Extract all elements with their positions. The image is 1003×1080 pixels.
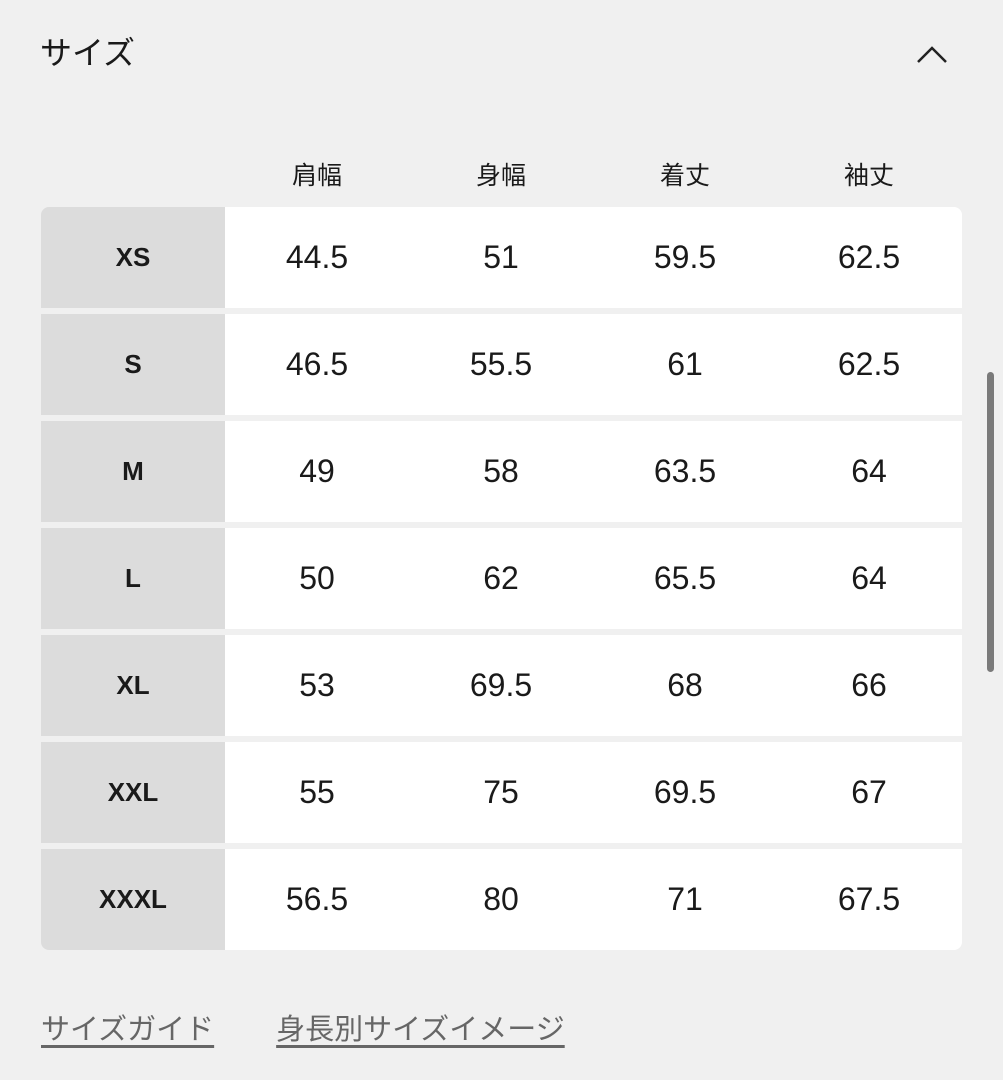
table-cell: 65.5: [653, 560, 717, 596]
table-cell: 58: [483, 453, 519, 489]
table-row: S 46.5 55.5 61 62.5: [41, 314, 962, 415]
table-row: XL 53 69.5 68 66: [41, 635, 962, 736]
table-cell: 62.5: [837, 239, 901, 275]
size-label: XXL: [41, 742, 225, 843]
section-title: サイズ: [40, 34, 136, 72]
table-cell: 63.5: [653, 453, 717, 489]
size-label: L: [41, 528, 225, 629]
table-cell: 62.5: [837, 346, 901, 382]
chevron-up-icon: [917, 46, 947, 63]
table-cell: 49: [299, 453, 335, 489]
table-cell: 55.5: [469, 346, 533, 382]
scrollbar[interactable]: [987, 372, 994, 672]
row-values: 44.5 51 59.5 62.5: [225, 207, 962, 308]
table-cell: 66: [851, 667, 887, 703]
column-header: 着丈: [659, 161, 710, 190]
size-label: S: [41, 314, 225, 415]
row-values: 56.5 80 71 67.5: [225, 849, 962, 950]
column-header: 肩幅: [291, 161, 342, 190]
table-cell: 46.5: [285, 346, 349, 382]
table-cell: 67: [851, 774, 887, 810]
table-cell: 64: [851, 560, 887, 596]
row-values: 50 62 65.5 64: [225, 528, 962, 629]
table-cell: 50: [299, 560, 335, 596]
table-cell: 59.5: [653, 239, 717, 275]
table-cell: 68: [667, 667, 703, 703]
table-cell: 62: [483, 560, 519, 596]
table-cell: 55: [299, 774, 335, 810]
table-cell: 69.5: [469, 667, 533, 703]
table-cell: 80: [483, 881, 519, 917]
column-header: 袖丈: [843, 161, 894, 190]
collapse-button[interactable]: [912, 38, 952, 68]
column-header: 身幅: [475, 161, 526, 190]
table-cell: 64: [851, 453, 887, 489]
size-by-height-link[interactable]: 身長別サイズイメージ: [276, 1012, 565, 1046]
table-row: XXL 55 75 69.5 67: [41, 742, 962, 843]
size-table: XS 44.5 51 59.5 62.5 S 46.5 55.5 61 62.5 M 49 58 63.5…: [41, 207, 962, 956]
table-cell: 44.5: [285, 239, 349, 275]
size-guide-link[interactable]: サイズガイド: [41, 1012, 215, 1046]
size-label: XS: [41, 207, 225, 308]
table-row: L 50 62 65.5 64: [41, 528, 962, 629]
table-cell: 75: [483, 774, 519, 810]
table-header: 肩幅 身幅 着丈 袖丈: [225, 156, 962, 192]
links: サイズガイド 身長別サイズイメージ: [41, 1006, 565, 1048]
row-values: 49 58 63.5 64: [225, 421, 962, 522]
table-row: XS 44.5 51 59.5 62.5: [41, 207, 962, 308]
size-label: XXXL: [41, 849, 225, 950]
row-values: 46.5 55.5 61 62.5: [225, 314, 962, 415]
table-cell: 61: [667, 346, 703, 382]
table-cell: 53: [299, 667, 335, 703]
size-label: M: [41, 421, 225, 522]
row-values: 53 69.5 68 66: [225, 635, 962, 736]
table-cell: 71: [667, 881, 703, 917]
table-row: M 49 58 63.5 64: [41, 421, 962, 522]
row-values: 55 75 69.5 67: [225, 742, 962, 843]
size-label: XL: [41, 635, 225, 736]
table-cell: 67.5: [837, 881, 901, 917]
table-cell: 56.5: [285, 881, 349, 917]
table-row: XXXL 56.5 80 71 67.5: [41, 849, 962, 950]
table-cell: 51: [483, 239, 519, 275]
table-cell: 69.5: [653, 774, 717, 810]
